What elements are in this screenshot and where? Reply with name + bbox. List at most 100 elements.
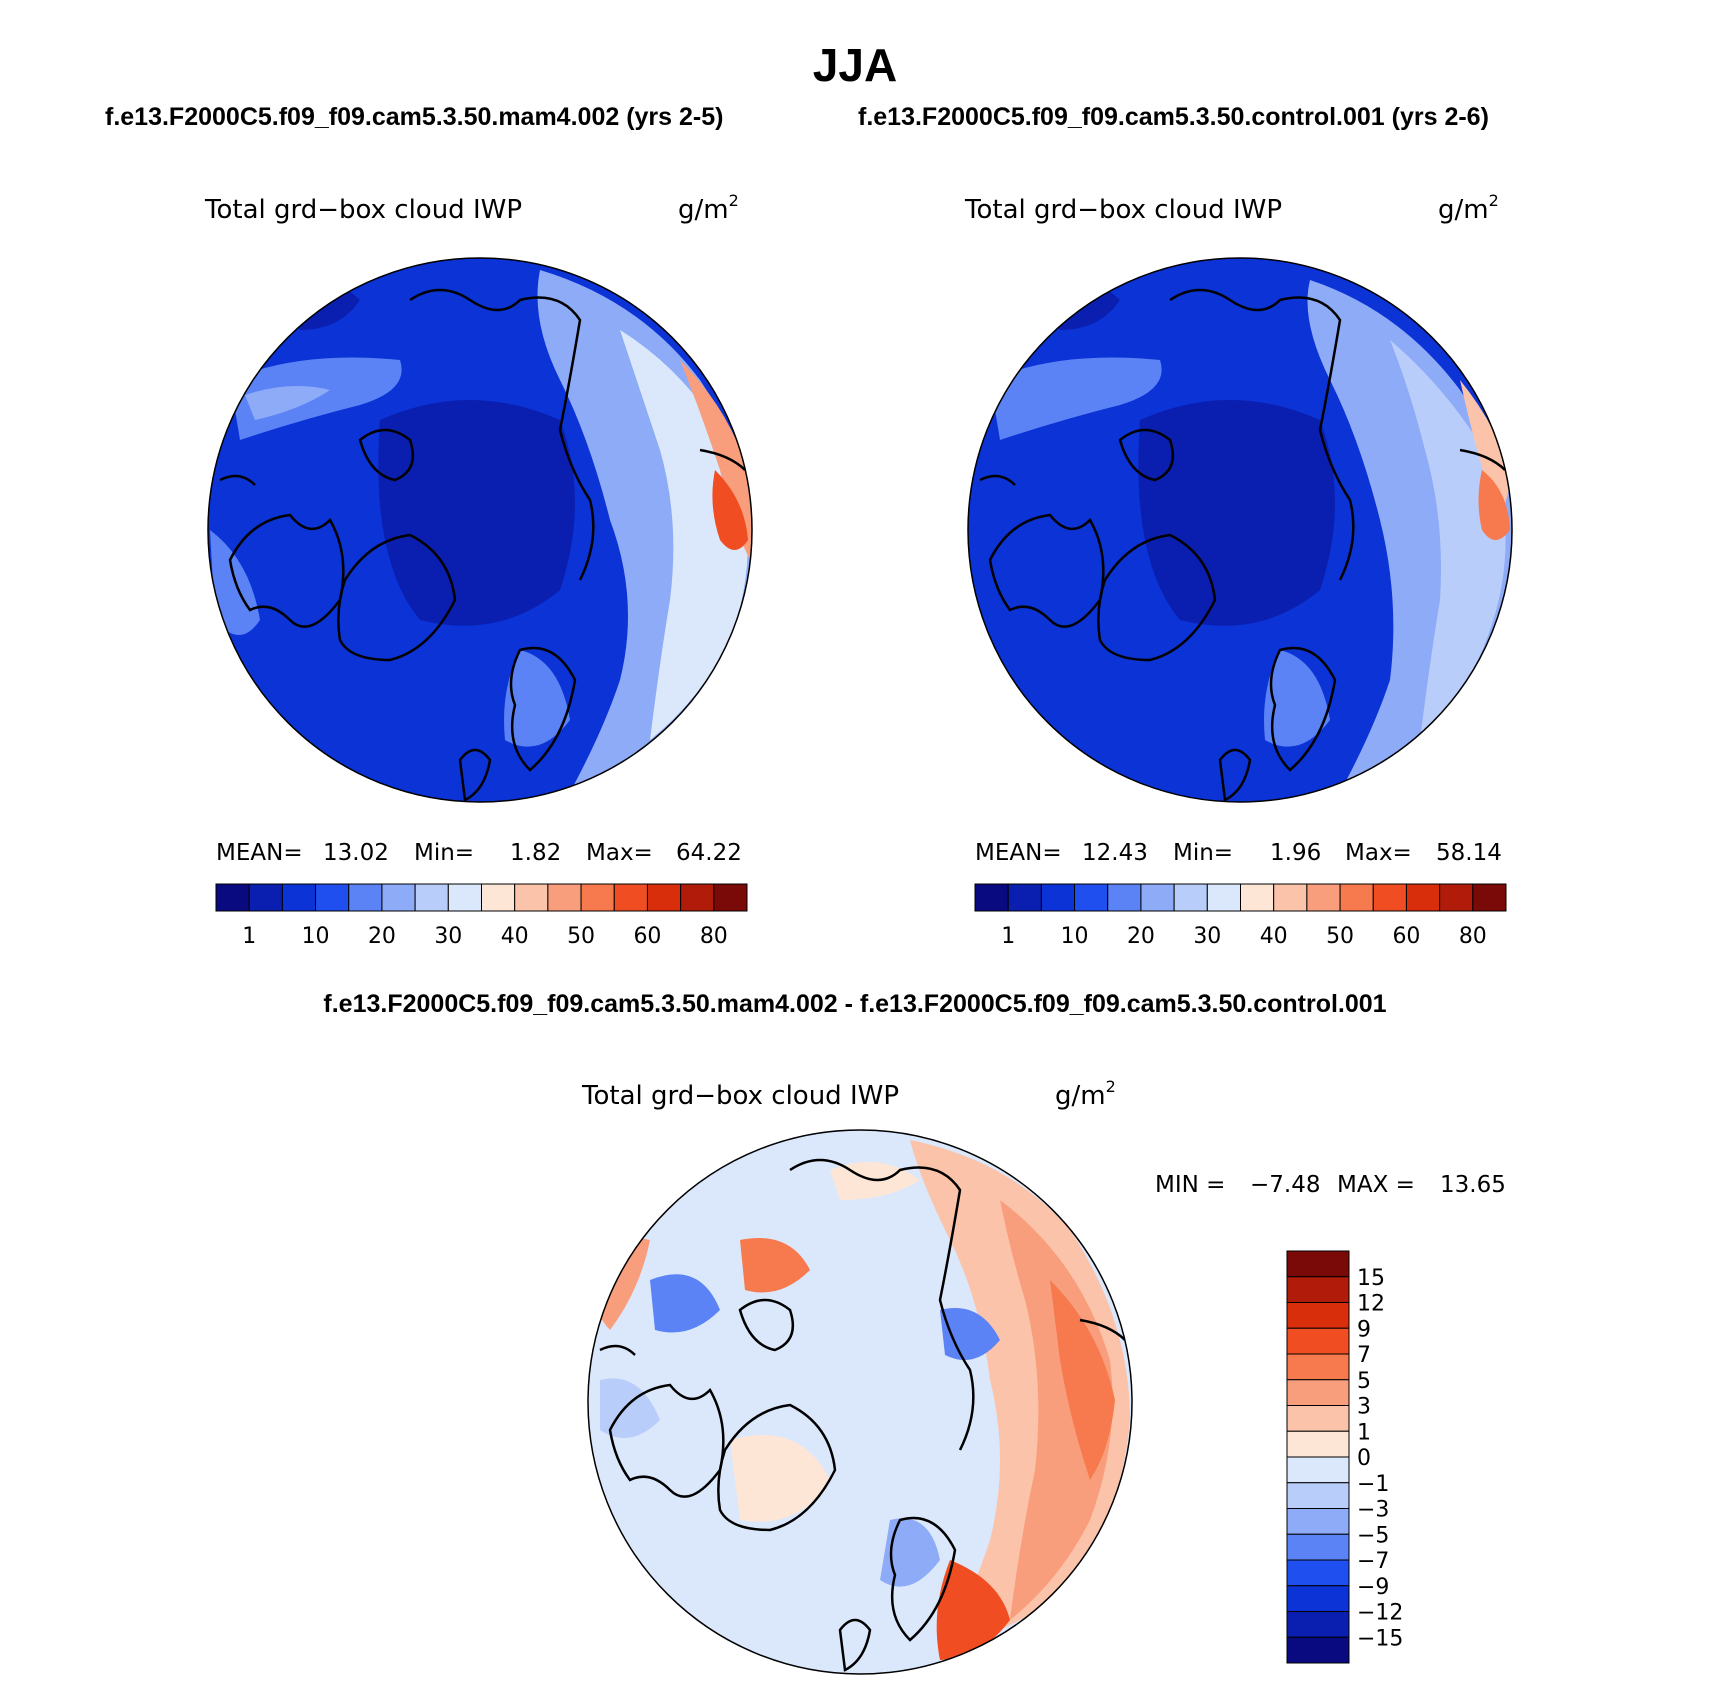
svg-text:13.02: 13.02: [323, 840, 389, 866]
colorbar-swatch: [1140, 883, 1175, 912]
colorbar-tick-label: 0: [1357, 1446, 1371, 1471]
colorbar-b: 1 10 20 30 40 50 60 80: [974, 883, 1507, 949]
colorbar-swatch: [1286, 1533, 1350, 1561]
colorbar-swatch: [1286, 1250, 1350, 1278]
colorbar-tick-label: −12: [1357, 1601, 1403, 1626]
colorbar-swatch: [1074, 883, 1109, 912]
colorbar-swatch: [646, 883, 682, 912]
colorbar-swatch: [1286, 1508, 1350, 1535]
colorbar-swatch: [1372, 883, 1407, 912]
panel-a-coastlines: [219, 288, 746, 802]
colorbar-tick-label: 50: [567, 924, 595, 949]
colorbar-swatch: [1286, 1611, 1350, 1638]
colorbar-tick-label: 12: [1357, 1292, 1385, 1317]
colorbar-tick-label: 50: [1326, 924, 1354, 949]
panel-b: Total grd−box cloud IWP g/m2: [964, 191, 1513, 803]
colorbar-swatch: [1286, 1276, 1350, 1303]
colorbar-swatch: [1306, 883, 1341, 912]
colorbar-swatch: [580, 883, 615, 912]
panel-b-map: [968, 258, 1512, 802]
colorbar-tick-label: 10: [302, 924, 330, 949]
colorbar-swatch: [1286, 1585, 1350, 1612]
colorbar-swatch: [1107, 883, 1142, 912]
colorbar-swatch: [1286, 1482, 1350, 1509]
colorbar-swatch: [613, 883, 648, 912]
svg-text:Max=: Max=: [1345, 840, 1412, 866]
colorbar-swatch: [1286, 1559, 1350, 1587]
colorbar-swatch: [1286, 1327, 1350, 1355]
colorbar-swatch: [348, 883, 383, 912]
svg-text:Min=: Min=: [414, 840, 474, 866]
colorbar-swatch: [974, 883, 1009, 912]
colorbar-tick-label: 60: [633, 924, 661, 949]
colorbar-swatch: [281, 883, 317, 912]
colorbar-tick-label: 10: [1061, 924, 1089, 949]
svg-text:MEAN=: MEAN=: [216, 840, 303, 866]
difference-title: f.e13.F2000C5.f09_f09.cam5.3.50.mam4.002…: [323, 990, 1387, 1018]
colorbar-swatch: [1273, 883, 1308, 912]
panel-a-variable: Total grd−box cloud IWP: [204, 195, 522, 225]
colorbar-swatch: [1286, 1353, 1350, 1381]
colorbar-swatch: [1339, 883, 1374, 912]
colorbar-tick-label: 5: [1357, 1369, 1371, 1394]
panel-a-stats: MEAN= 13.02 Min= 1.82 Max= 64.22: [216, 840, 742, 866]
svg-text:64.22: 64.22: [676, 840, 742, 866]
panel-b-variable: Total grd−box cloud IWP: [964, 195, 1282, 225]
colorbar-swatch: [1206, 883, 1241, 912]
svg-text:13.65: 13.65: [1440, 1172, 1506, 1198]
colorbar-swatch: [1286, 1302, 1350, 1329]
colorbar-swatch: [1286, 1636, 1350, 1664]
panel-a-map: [208, 258, 752, 802]
colorbar-tick-label: −7: [1357, 1549, 1389, 1574]
colorbar-swatch: [1286, 1456, 1350, 1484]
colorbar-swatch: [1472, 883, 1507, 912]
case-a-title: f.e13.F2000C5.f09_f09.cam5.3.50.mam4.002…: [105, 103, 724, 131]
colorbar-tick-label: 1: [1357, 1420, 1371, 1445]
svg-text:1.96: 1.96: [1270, 840, 1321, 866]
svg-text:12.43: 12.43: [1082, 840, 1148, 866]
panel-a-units: g/m2: [678, 191, 739, 225]
panel-b-coastlines: [979, 288, 1506, 802]
colorbar-swatch: [1286, 1430, 1350, 1458]
diff-coastlines: [599, 1158, 1126, 1672]
colorbar-tick-label: 80: [700, 924, 728, 949]
colorbar-tick-label: 20: [368, 924, 396, 949]
case-b-title: f.e13.F2000C5.f09_f09.cam5.3.50.control.…: [858, 103, 1489, 131]
colorbar-tick-label: −1: [1357, 1472, 1389, 1497]
colorbar-tick-label: 1: [242, 924, 256, 949]
colorbar-tick-label: 80: [1459, 924, 1487, 949]
panel-b-stats: MEAN= 12.43 Min= 1.96 Max= 58.14: [975, 840, 1502, 866]
colorbar-tick-label: 1: [1001, 924, 1015, 949]
colorbar-tick-label: 20: [1127, 924, 1155, 949]
colorbar-swatch: [481, 883, 516, 912]
colorbar-swatch: [447, 883, 482, 912]
colorbar-swatch: [1286, 1405, 1350, 1432]
page-title: JJA: [812, 39, 898, 91]
colorbar-swatch: [248, 883, 283, 912]
panel-diff: Total grd−box cloud IWP g/m2: [581, 1077, 1506, 1675]
diff-units: g/m2: [1055, 1077, 1116, 1111]
diff-variable: Total grd−box cloud IWP: [581, 1081, 899, 1111]
colorbar-swatch: [547, 883, 582, 912]
svg-text:MAX =: MAX =: [1337, 1172, 1415, 1198]
svg-text:Max=: Max=: [586, 840, 653, 866]
colorbar-swatch: [1040, 883, 1076, 912]
colorbar-a: 1 10 20 30 40 50 60 80: [215, 883, 748, 949]
colorbar-tick-label: 30: [1193, 924, 1221, 949]
svg-text:58.14: 58.14: [1436, 840, 1502, 866]
colorbar-swatch: [1286, 1379, 1350, 1406]
colorbar-swatch: [1007, 883, 1042, 912]
colorbar-swatch: [514, 883, 549, 912]
colorbar-tick-label: −3: [1357, 1498, 1389, 1523]
colorbar-swatch: [414, 883, 449, 912]
panel-b-units: g/m2: [1438, 191, 1499, 225]
colorbar-tick-label: 3: [1357, 1395, 1371, 1420]
colorbar-tick-label: −5: [1357, 1523, 1389, 1548]
svg-text:MIN =: MIN =: [1155, 1172, 1225, 1198]
colorbar-tick-label: 7: [1357, 1343, 1371, 1368]
colorbar-tick-label: 40: [501, 924, 529, 949]
colorbar-swatch: [680, 883, 715, 912]
colorbar-tick-label: 60: [1392, 924, 1420, 949]
